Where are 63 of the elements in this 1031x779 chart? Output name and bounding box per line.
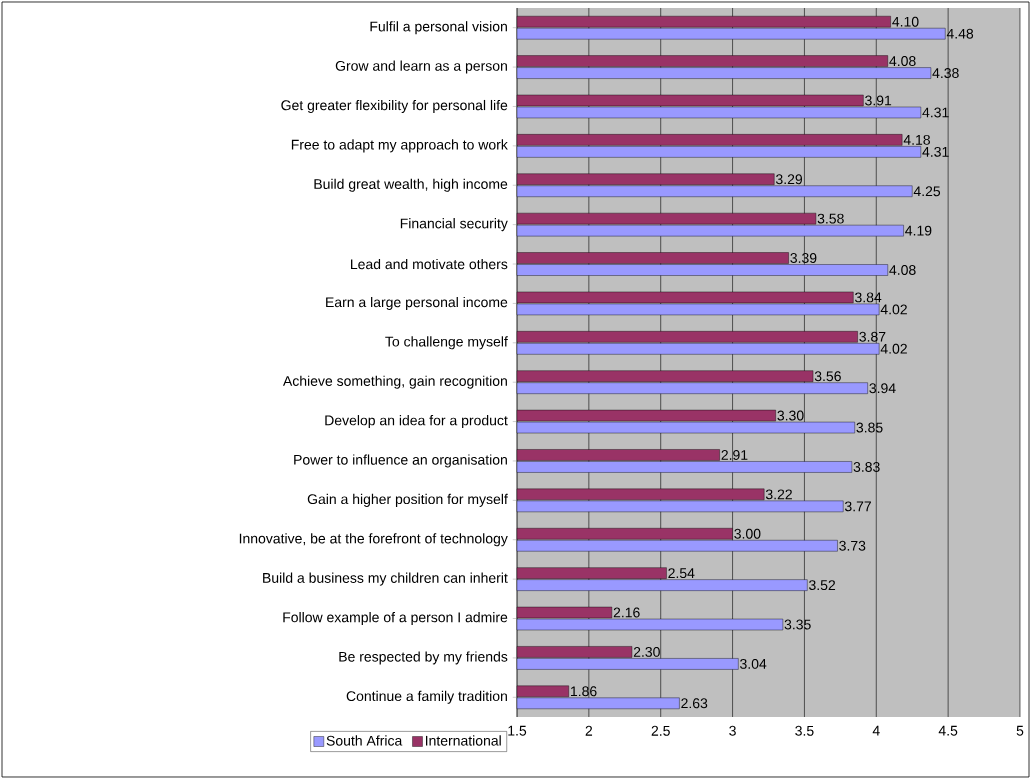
y-tick-label: Lead and motivate others [351,258,508,270]
data-label: 2.54 [668,568,695,579]
y-tick-label: Free to adapt my approach to work [291,139,508,153]
y-tick-label: Develop an idea for a product [325,415,508,429]
data-label: 3.35 [784,619,811,630]
x-tick-label: 4.5 [938,725,958,736]
data-label: 3.77 [844,501,871,512]
y-tick-label: Gain a higher position for myself [307,493,508,507]
data-label: 4.08 [889,265,916,275]
data-label: 4.31 [922,107,949,118]
data-label: 3.52 [809,580,836,591]
x-tick-label: 3.5 [795,725,814,736]
y-tick-label: Get greater flexibility for personal life [281,99,508,113]
data-label: 3.56 [814,371,841,382]
y-tick-label: Earn a large personal income [326,296,508,310]
y-tick-label: Build a business my children can inherit [263,572,508,586]
legend-label: South Africa [326,735,403,746]
data-label: 4.48 [946,28,974,39]
data-label: 4.10 [892,16,919,27]
data-label: 4.02 [880,343,907,354]
y-tick-label: Fulfil a personal vision [370,21,507,35]
x-tick-label: 5 [1016,725,1024,736]
data-label: 2.30 [633,646,660,657]
y-tick-label: Follow example of a person I admire [283,612,508,626]
data-label: 3.85 [856,422,883,433]
x-tick-label: 2.5 [651,725,670,736]
data-label: 2.16 [613,607,640,618]
data-label: 3.84 [855,292,882,303]
data-label: 3.94 [869,383,896,394]
data-label: 3.91 [865,95,892,106]
y-tick-label: Continue a family tradition [346,690,507,704]
data-label: 3.73 [839,540,866,551]
data-label: 3.22 [765,489,792,500]
data-label: 4.38 [932,68,959,79]
data-label: 2.63 [681,698,708,709]
data-label: 3.30 [777,410,804,421]
data-label: 1.86 [571,686,597,697]
data-label: 4.08 [889,56,916,67]
data-label: 4.18 [903,134,930,145]
data-label: 3.87 [859,331,886,342]
x-tick-label: 1.5 [508,725,527,736]
data-label: 3.29 [775,174,803,185]
y-tick-label: Power to influence an organisation [294,454,507,468]
data-label: 3.39 [790,253,817,263]
data-label: 3.00 [734,528,761,539]
data-label: 4.02 [880,304,907,315]
y-tick-label: To challenge myself [385,336,508,350]
y-tick-label: Be respected by my friends [339,651,508,665]
y-tick-label: Achieve something, gain recognition [282,375,507,389]
data-label: 3.83 [853,462,880,472]
data-label: 3.58 [817,213,844,224]
y-tick-label: Grow and learn as a person [335,60,507,74]
data-label: 4.31 [922,146,949,157]
x-tick-label: 3 [729,725,736,736]
y-tick-label: Innovative, be at the forefront of technology [239,533,508,547]
y-tick-label: Build great wealth, high income [314,178,508,192]
x-tick-label: 4 [872,725,880,736]
data-label: 4.19 [905,225,932,236]
legend-label: International [425,735,501,746]
x-tick-label: 2 [585,725,593,736]
y-tick-label: Financial security [400,218,508,232]
data-label: 4.25 [913,186,941,197]
data-label: 3.04 [740,658,767,669]
